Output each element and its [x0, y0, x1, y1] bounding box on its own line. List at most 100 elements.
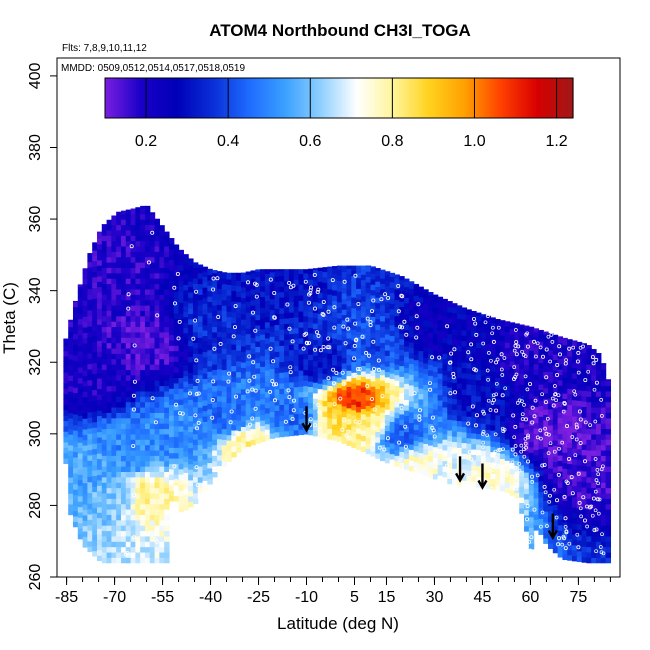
heatmap-cell	[101, 288, 108, 295]
heatmap-cell	[389, 416, 396, 422]
heatmap-cell	[231, 376, 237, 383]
heatmap-cell	[557, 492, 564, 499]
heatmap-cell	[596, 353, 602, 354]
heatmap-cell	[106, 342, 112, 349]
heatmap-cell	[308, 375, 314, 382]
heatmap-cell	[514, 476, 520, 483]
heatmap-cell	[423, 454, 429, 461]
heatmap-cell	[404, 399, 410, 406]
heatmap-cell	[120, 283, 127, 290]
heatmap-cell	[485, 370, 492, 377]
heatmap-cell	[72, 424, 79, 431]
heatmap-cell	[322, 276, 328, 283]
heatmap-cell	[408, 374, 415, 381]
heatmap-cell	[519, 475, 525, 482]
heatmap-cell	[149, 256, 156, 263]
sample-point	[591, 496, 596, 501]
heatmap-cell	[293, 402, 300, 409]
sample-point	[212, 346, 217, 351]
heatmap-cell	[308, 295, 314, 302]
heatmap-cell	[154, 347, 160, 354]
heatmap-cell	[500, 420, 506, 427]
heatmap-cell	[605, 455, 612, 462]
heatmap-cell	[264, 337, 271, 344]
heatmap-cell	[135, 262, 141, 268]
heatmap-cell	[164, 369, 170, 376]
heatmap-cell	[178, 495, 184, 502]
heatmap-cell	[375, 447, 381, 454]
heatmap-cell	[140, 278, 146, 285]
heatmap-cell	[149, 315, 156, 322]
heatmap-cell	[111, 498, 117, 505]
heatmap-cell	[413, 445, 420, 452]
heatmap-cell	[236, 403, 242, 410]
heatmap-cell	[188, 281, 194, 288]
heatmap-cell	[514, 460, 520, 467]
heatmap-cell	[116, 364, 122, 370]
heatmap-cell	[461, 463, 468, 470]
heatmap-cell	[317, 356, 324, 363]
heatmap-cell	[572, 388, 578, 395]
heatmap-cell	[586, 482, 592, 489]
heatmap-cell	[72, 467, 79, 474]
heatmap-cell	[183, 311, 189, 318]
heatmap-cell	[504, 331, 511, 338]
heatmap-cell	[159, 288, 165, 295]
heatmap-cell	[423, 395, 429, 402]
heatmap-cell	[269, 341, 276, 348]
heatmap-cell	[130, 551, 136, 558]
heatmap-cell	[605, 390, 612, 397]
heatmap-cell	[116, 492, 122, 499]
heatmap-cell	[250, 331, 256, 338]
heatmap-cell	[216, 299, 223, 306]
heatmap-cell	[106, 369, 112, 376]
heatmap-cell	[303, 305, 309, 312]
sample-point	[340, 427, 345, 432]
heatmap-cell	[87, 283, 93, 290]
heatmap-cell	[92, 513, 98, 519]
heatmap-cell	[279, 270, 285, 277]
heatmap-cell	[216, 460, 223, 467]
heatmap-cell	[380, 353, 386, 360]
heatmap-cell	[140, 449, 146, 456]
heatmap-cell	[456, 409, 463, 416]
heatmap-cell	[519, 411, 525, 418]
heatmap-cell	[581, 417, 588, 424]
heatmap-cell	[408, 422, 415, 429]
heatmap-cell	[351, 420, 357, 427]
heatmap-cell	[428, 294, 434, 301]
heatmap-cell	[154, 482, 160, 489]
heatmap-cell	[404, 356, 410, 363]
heatmap-cell	[365, 389, 372, 396]
heatmap-cell	[159, 535, 165, 542]
heatmap-cell	[567, 409, 573, 416]
heatmap-cell	[404, 458, 410, 465]
heatmap-cell	[288, 387, 295, 394]
heatmap-cell	[437, 330, 444, 337]
heatmap-cell	[476, 331, 482, 338]
heatmap-cell	[231, 317, 237, 324]
heatmap-cell	[384, 301, 391, 308]
heatmap-cell	[96, 496, 103, 502]
heatmap-cell	[524, 332, 530, 339]
heatmap-cell	[461, 453, 468, 460]
heatmap-cell	[63, 366, 69, 373]
heatmap-cell	[413, 461, 420, 468]
heatmap-cell	[111, 278, 117, 285]
sample-point	[491, 397, 496, 402]
heatmap-cell	[543, 387, 549, 394]
heatmap-cell	[154, 337, 160, 344]
heatmap-cell	[135, 304, 141, 311]
heatmap-cell	[202, 362, 208, 369]
heatmap-cell	[519, 486, 525, 493]
heatmap-cell	[600, 369, 607, 376]
heatmap-cell	[500, 335, 506, 341]
heatmap-cell	[317, 415, 324, 422]
heatmap-cell	[548, 424, 554, 431]
heatmap-cell	[336, 328, 343, 335]
heatmap-cell	[303, 369, 309, 376]
heatmap-cell	[293, 381, 300, 388]
heatmap-cell	[351, 388, 357, 395]
heatmap-cell	[346, 284, 352, 291]
heatmap-cell	[476, 390, 482, 397]
